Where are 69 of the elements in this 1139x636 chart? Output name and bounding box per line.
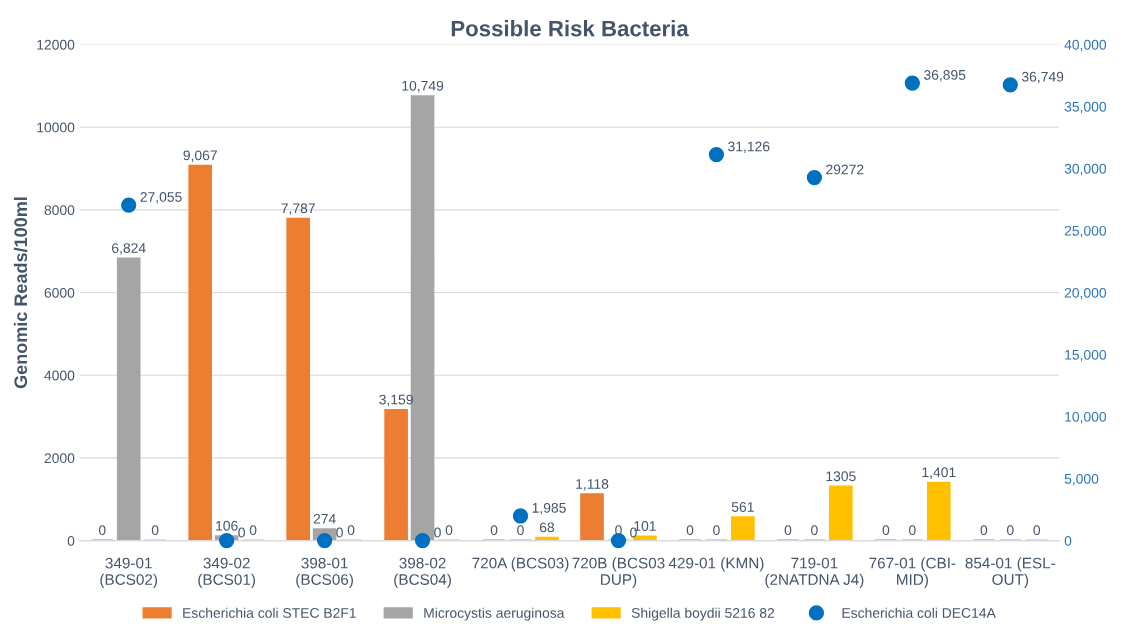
y2-tick-label: 5,000 (1064, 473, 1099, 486)
y2-tick-label: 20,000 (1064, 287, 1107, 300)
data-label: 0 (249, 525, 257, 536)
y-axis-title: Genomic Reads/100ml (13, 197, 28, 389)
data-label: 0 (1006, 525, 1014, 536)
x-tick-label: 429-01 (KMN) (668, 557, 764, 572)
y-tick-label: 0 (67, 535, 75, 546)
data-label: 7,787 (281, 203, 315, 215)
data-label: 29272 (826, 164, 864, 175)
data-label: 3,159 (379, 394, 413, 407)
data-label: 6,824 (112, 243, 146, 255)
y-tick-label: 2000 (44, 453, 75, 464)
x-tick-label: 767-01 (CBI- MID) (869, 557, 956, 588)
data-label: 0 (1033, 525, 1041, 536)
y2-tick-label: 0 (1064, 535, 1072, 546)
data-label: 27,055 (140, 192, 182, 204)
x-tick-label: 398-01 (BCS06) (296, 557, 353, 588)
y-tick-label: 4000 (44, 370, 75, 381)
data-label: 1,985 (532, 502, 566, 515)
legend-label: Escherichia coli DEC14A (842, 607, 996, 618)
data-label: 1305 (826, 471, 856, 482)
x-tick-label: 719-01 (2NATDNA J4) (765, 557, 864, 588)
data-label: 1,118 (576, 479, 609, 491)
y-tick-label: 12000 (37, 39, 75, 50)
y-tick-label: 8000 (44, 205, 75, 216)
data-label: 106 (216, 520, 238, 531)
data-label: 0 (151, 525, 159, 536)
x-tick-label: 349-02 (BCS01) (198, 557, 255, 588)
data-label: 0 (238, 527, 245, 538)
data-label: 0 (909, 525, 916, 536)
data-label: 36,749 (1021, 71, 1064, 84)
data-label: 0 (347, 525, 355, 536)
data-label: 0 (980, 525, 988, 536)
data-label: 274 (313, 513, 336, 524)
legend-label: Escherichia coli STEC B2F1 (183, 607, 356, 618)
chart-title: Possible Risk Bacteria (451, 20, 689, 37)
legend-label: Shigella boydii 5216 82 (631, 607, 775, 621)
x-tick-label: 349-01 (BCS02) (100, 557, 158, 588)
x-tick-label: 854-01 (ESL- OUT) (965, 557, 1056, 588)
y2-tick-label: 25,000 (1064, 225, 1107, 238)
y2-tick-label: 10,000 (1065, 411, 1107, 424)
data-label: 0 (882, 525, 890, 536)
data-label: 0 (490, 525, 498, 536)
data-label: 0 (517, 525, 524, 536)
data-label: 1,401 (922, 467, 956, 479)
data-label: 10,749 (402, 80, 444, 93)
y-tick-label: 6000 (44, 287, 75, 298)
y-tick-label: 10000 (37, 122, 75, 133)
data-label: 9,067 (183, 150, 217, 162)
data-label: 0 (784, 525, 792, 536)
legend-label: Microcystis aeruginosa (424, 607, 565, 621)
data-label: 31,126 (728, 141, 770, 153)
data-label: 0 (686, 525, 694, 536)
y2-tick-label: 30,000 (1064, 163, 1107, 176)
x-tick-label: 720A (BCS03) (472, 557, 569, 572)
data-label: 36,895 (923, 69, 966, 82)
y2-tick-label: 35,000 (1064, 101, 1107, 114)
data-label: 0 (434, 527, 441, 538)
data-label: 0 (445, 525, 453, 536)
data-label: 0 (811, 525, 818, 536)
y2-tick-label: 15,000 (1065, 349, 1107, 362)
x-tick-label: 720B (BCS03 DUP) (572, 557, 665, 588)
data-label: 0 (336, 527, 343, 538)
x-tick-label: 398-02 (BCS04) (394, 557, 451, 588)
data-label: 68 (539, 522, 555, 533)
data-label: 561 (731, 502, 754, 512)
data-label: 0 (713, 525, 720, 536)
y2-tick-label: 40,000 (1064, 39, 1107, 52)
data-label: 0 (98, 525, 106, 536)
